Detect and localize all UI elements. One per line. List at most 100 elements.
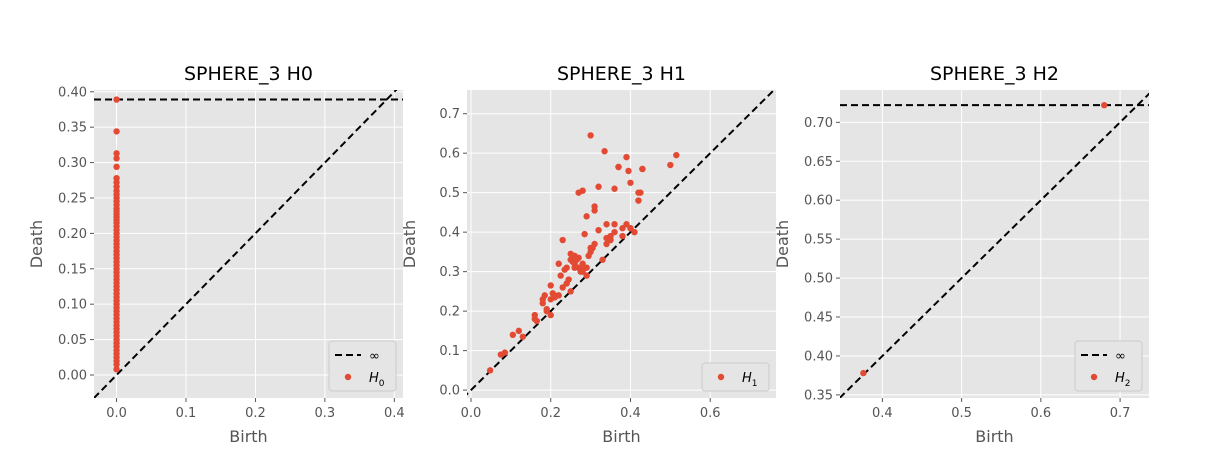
- y-axis-label: Death: [773, 220, 792, 268]
- data-point: [591, 203, 598, 210]
- x-tick-label: 0.1: [176, 406, 197, 421]
- data-point: [113, 163, 120, 171]
- y-tick-label: 0.40: [804, 349, 833, 364]
- data-point: [547, 282, 554, 289]
- data-point: [571, 260, 578, 267]
- y-axis-label: Death: [27, 220, 46, 268]
- data-point: [603, 240, 610, 248]
- data-point: [543, 305, 550, 313]
- data-point: [547, 311, 554, 319]
- data-point: [551, 292, 558, 299]
- data-point: [567, 256, 574, 263]
- chart-title: SPHERE_3 H1: [557, 63, 686, 85]
- data-point: [601, 148, 608, 155]
- data-point: [541, 292, 548, 299]
- data-point: [591, 240, 598, 248]
- x-tick-label: 0.0: [106, 406, 127, 421]
- x-axis-label: Birth: [602, 427, 640, 446]
- data-point: [555, 260, 562, 267]
- y-tick-label: 0.40: [58, 85, 87, 100]
- data-point: [509, 331, 517, 339]
- y-tick-label: 0.00: [58, 368, 87, 383]
- data-point: [579, 187, 586, 194]
- x-tick-label: 0.3: [315, 406, 336, 421]
- legend-label-text: H: [1115, 371, 1125, 386]
- y-tick-label: 0.05: [58, 333, 87, 348]
- diagonal-line: [467, 90, 776, 396]
- data-point: [631, 228, 638, 236]
- y-tick-label: 0.45: [804, 311, 833, 326]
- y-tick-label: 0.35: [58, 121, 87, 136]
- data-point: [557, 272, 564, 279]
- legend-label-subscript: 0: [379, 379, 385, 389]
- y-tick-label: 0.1: [439, 344, 460, 359]
- data-point: [595, 226, 602, 234]
- plot-layer: [467, 90, 776, 396]
- legend-frame: [1074, 340, 1143, 392]
- y-tick-label: 0.65: [804, 155, 833, 170]
- x-tick-label: 0.7: [1110, 406, 1131, 421]
- x-tick-label: 0.4: [872, 406, 893, 421]
- data-point: [587, 244, 594, 252]
- data-point: [627, 179, 634, 186]
- data-point: [623, 221, 630, 228]
- data-point: [563, 264, 570, 271]
- y-tick-label: 0.50: [804, 272, 833, 287]
- data-point: [515, 327, 523, 335]
- x-axis-label: Birth: [975, 427, 1013, 446]
- data-point: [531, 315, 538, 323]
- y-tick-label: 0.15: [58, 262, 87, 277]
- legend-label: H2: [1115, 371, 1131, 389]
- data-point: [635, 197, 642, 204]
- data-point: [583, 213, 590, 220]
- y-tick-label: 0.10: [58, 298, 87, 313]
- x-tick-label: 0.6: [1031, 406, 1052, 421]
- data-point: [567, 288, 574, 295]
- chart-0: 0.0 0.1 0.2 0.3 0.4 0.00 0.05 0.10 0.15 0.20 0.25 0…: [27, 63, 405, 446]
- data-point: [599, 256, 606, 263]
- diagonal-line: [94, 90, 398, 398]
- y-tick-label: 0.6: [439, 147, 460, 162]
- data-point: [673, 151, 680, 159]
- data-point: [1101, 101, 1108, 109]
- y-axis-label: Death: [400, 220, 419, 268]
- x-tick-label: 0.0: [461, 406, 482, 421]
- x-tick-label: 0.2: [540, 406, 561, 421]
- y-tick-label: 0.5: [439, 186, 460, 201]
- x-axis-label: Birth: [229, 427, 267, 446]
- data-point: [571, 252, 578, 260]
- legend-frame: [328, 340, 397, 392]
- legend-label-text: ∞: [369, 349, 380, 364]
- data-point: [583, 264, 590, 271]
- data-point: [579, 260, 586, 267]
- data-point: [113, 150, 120, 157]
- legend-label: ∞: [1115, 349, 1126, 364]
- legend-marker-swatch: [344, 373, 352, 381]
- data-point: [619, 232, 626, 240]
- data-point: [581, 230, 588, 238]
- y-tick-label: 0.0: [439, 384, 460, 399]
- legend: ∞ H2: [1074, 340, 1143, 392]
- x-tick-label: 0.2: [245, 406, 266, 421]
- x-tick-label: 0.6: [700, 406, 721, 421]
- y-tick-label: 0.20: [58, 227, 87, 242]
- data-point: [639, 165, 646, 173]
- y-tick-label: 0.70: [804, 116, 833, 131]
- legend-label-text: ∞: [1115, 349, 1126, 364]
- y-tick-label: 0.2: [439, 305, 460, 320]
- chart-title: SPHERE_3 H0: [184, 63, 313, 85]
- data-point: [486, 367, 494, 374]
- legend-marker-swatch: [717, 373, 725, 381]
- data-point: [615, 163, 622, 171]
- legend: H1: [701, 362, 770, 392]
- gridlines: [94, 90, 403, 398]
- data-point: [667, 161, 674, 169]
- data-point: [611, 221, 618, 228]
- legend: ∞ H0: [328, 340, 397, 392]
- legend-label: ∞: [369, 349, 380, 364]
- y-tick-label: 0.3: [439, 265, 460, 280]
- y-tick-label: 0.4: [439, 226, 460, 241]
- data-point: [623, 153, 630, 161]
- legend-label: H1: [742, 371, 758, 389]
